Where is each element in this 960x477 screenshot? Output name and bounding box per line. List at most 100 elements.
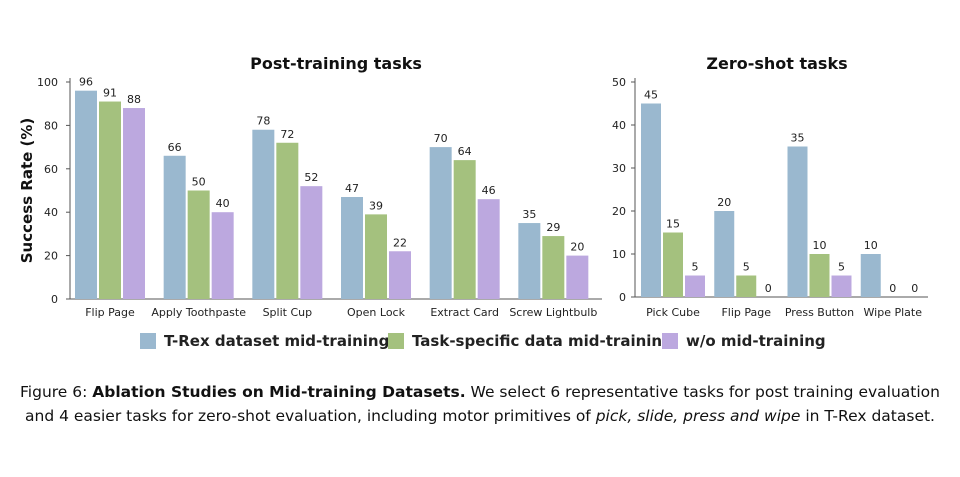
post-bar xyxy=(211,212,234,299)
zero-y-tick-label: 30 xyxy=(612,162,626,175)
zero-category-label: Flip Page xyxy=(721,306,771,319)
post-bar xyxy=(75,90,97,300)
post-y-tick-label: 100 xyxy=(37,76,58,89)
post-category-label: Screw Lightbulb xyxy=(509,306,597,319)
post-bar xyxy=(341,197,363,299)
zero-data-label: 15 xyxy=(666,218,680,231)
post-category-label: Extract Card xyxy=(430,306,499,319)
post-y-tick-label: 60 xyxy=(44,163,58,176)
zero-y-tick-label: 20 xyxy=(612,205,626,218)
zero-data-label: 5 xyxy=(743,261,750,274)
post-data-label: 47 xyxy=(345,182,359,195)
post-chart-title: Post-training tasks xyxy=(250,54,422,73)
zero-bar xyxy=(787,146,808,297)
zero-data-label: 10 xyxy=(864,239,878,252)
legend-item-trex: T-Rex dataset mid-training xyxy=(140,332,389,350)
post-bar xyxy=(429,147,452,299)
post-data-label: 91 xyxy=(103,87,117,100)
post-bar xyxy=(300,186,323,299)
zero-bar xyxy=(714,211,735,297)
figure-caption: Figure 6: Ablation Studies on Mid-traini… xyxy=(18,380,942,428)
post-data-label: 78 xyxy=(256,115,270,128)
post-bar xyxy=(542,236,565,299)
post-bar xyxy=(518,223,541,299)
post-category-label: Apply Toothpaste xyxy=(151,306,246,319)
zero-bar xyxy=(663,232,683,297)
legend-swatch-trex xyxy=(140,333,156,349)
zero-data-label: 0 xyxy=(889,282,896,295)
post-data-label: 72 xyxy=(280,128,294,141)
post-y-axis-label: Success Rate (%) xyxy=(18,118,36,264)
post-bar xyxy=(187,190,210,299)
post-bar xyxy=(365,214,387,299)
post-data-label: 22 xyxy=(393,236,407,249)
zero-y-tick-label: 10 xyxy=(612,248,626,261)
zero-data-label: 10 xyxy=(813,239,827,252)
zero-bar xyxy=(860,254,881,297)
zero-y-tick-label: 50 xyxy=(612,76,626,89)
post-y-tick-label: 20 xyxy=(44,250,58,263)
legend-label-trex: T-Rex dataset mid-training xyxy=(164,332,389,350)
post-y-tick-label: 0 xyxy=(51,293,58,306)
chart-post-training: Post-training tasks Success Rate (%) 0 20 40… xyxy=(18,54,602,319)
post-bar xyxy=(276,142,299,299)
caption-text-2: in T-Rex dataset. xyxy=(800,407,935,425)
zero-bar xyxy=(736,275,757,297)
post-bar xyxy=(163,155,186,299)
post-bar xyxy=(252,129,275,299)
legend: T-Rex dataset mid-training Task-specific… xyxy=(140,332,826,350)
zero-bar xyxy=(831,275,852,297)
post-bar xyxy=(389,251,411,299)
zero-data-label: 35 xyxy=(791,132,805,145)
legend-item-task-specific: Task-specific data mid-training xyxy=(388,332,673,350)
zero-bar xyxy=(685,275,705,297)
post-bar xyxy=(99,101,121,299)
post-bar xyxy=(477,199,500,299)
post-data-label: 29 xyxy=(546,221,560,234)
post-data-label: 20 xyxy=(570,241,584,254)
zero-data-label: 20 xyxy=(717,196,731,209)
post-data-label: 50 xyxy=(192,176,206,189)
legend-item-wo: w/o mid-training xyxy=(662,332,826,350)
post-data-label: 96 xyxy=(79,76,93,89)
caption-primitives: pick, slide, press and wipe xyxy=(595,407,801,425)
zero-category-label: Wipe Plate xyxy=(864,306,923,319)
post-bar xyxy=(453,160,476,299)
zero-y-tick-label: 40 xyxy=(612,119,626,132)
caption-text-1: We select 6 representative tasks for pos… xyxy=(25,383,940,425)
zero-bar xyxy=(809,254,830,297)
post-data-label: 35 xyxy=(522,208,536,221)
post-data-label: 66 xyxy=(168,141,182,154)
post-category-label: Flip Page xyxy=(85,306,135,319)
post-data-label: 46 xyxy=(482,184,496,197)
zero-data-label: 5 xyxy=(838,261,845,274)
post-bar xyxy=(566,255,589,299)
legend-label-task-specific: Task-specific data mid-training xyxy=(412,332,673,350)
zero-chart-title: Zero-shot tasks xyxy=(706,54,847,73)
zero-data-label: 0 xyxy=(911,282,918,295)
legend-swatch-wo xyxy=(662,333,678,349)
zero-y-tick-label: 0 xyxy=(619,291,626,304)
legend-swatch-task-specific xyxy=(388,333,404,349)
zero-category-label: Pick Cube xyxy=(646,306,700,319)
caption-label: Figure 6: xyxy=(20,383,93,401)
post-bar xyxy=(123,108,145,299)
figure: Post-training tasks Success Rate (%) 0 20 40… xyxy=(18,54,928,319)
post-category-label: Open Lock xyxy=(347,306,406,319)
post-data-label: 40 xyxy=(216,197,230,210)
post-y-tick-label: 80 xyxy=(44,119,58,132)
zero-data-label: 5 xyxy=(692,261,699,274)
zero-data-label: 0 xyxy=(765,282,772,295)
post-data-label: 39 xyxy=(369,199,383,212)
post-y-tick-label: 40 xyxy=(44,206,58,219)
zero-category-label: Press Button xyxy=(785,306,854,319)
legend-label-wo: w/o mid-training xyxy=(686,332,826,350)
zero-bar xyxy=(641,103,661,297)
post-data-label: 52 xyxy=(304,171,318,184)
zero-data-label: 45 xyxy=(644,89,658,102)
post-data-label: 88 xyxy=(127,93,141,106)
post-data-label: 64 xyxy=(458,145,472,158)
post-data-label: 70 xyxy=(434,132,448,145)
post-category-label: Split Cup xyxy=(263,306,313,319)
